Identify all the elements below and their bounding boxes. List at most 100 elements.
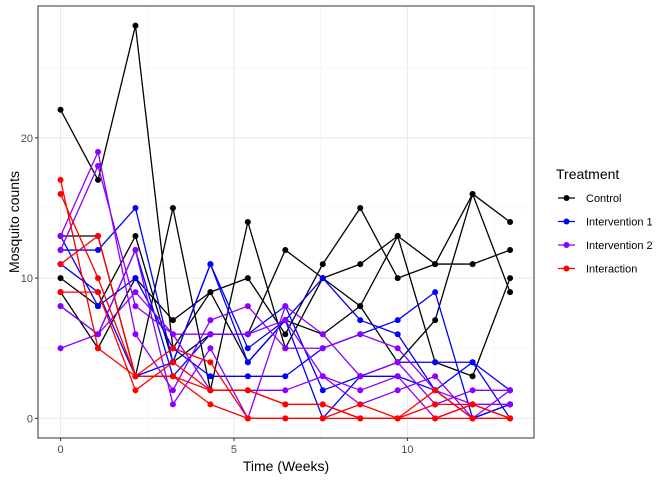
data-point xyxy=(57,233,64,240)
data-point xyxy=(319,261,326,268)
data-point xyxy=(95,176,102,183)
data-point xyxy=(207,289,214,296)
data-point xyxy=(394,359,401,366)
data-point xyxy=(282,401,289,408)
data-point xyxy=(507,401,514,408)
legend-item: Interaction xyxy=(558,264,637,276)
data-point xyxy=(357,401,364,408)
data-point xyxy=(507,387,514,394)
data-point xyxy=(169,387,176,394)
legend-label: Intervention 1 xyxy=(586,217,653,229)
y-tick-label: 10 xyxy=(21,273,33,285)
data-point xyxy=(57,106,64,113)
data-point xyxy=(169,373,176,380)
data-point xyxy=(282,415,289,422)
data-point xyxy=(244,359,251,366)
data-point xyxy=(207,387,214,394)
data-point xyxy=(432,289,439,296)
data-point xyxy=(357,261,364,268)
data-point xyxy=(282,331,289,338)
data-point xyxy=(394,233,401,240)
data-point xyxy=(282,387,289,394)
data-point xyxy=(282,303,289,310)
data-point xyxy=(57,289,64,296)
data-point xyxy=(357,415,364,422)
data-point xyxy=(207,359,214,366)
legend-label: Intervention 2 xyxy=(586,240,653,252)
data-point xyxy=(244,331,251,338)
data-point xyxy=(169,331,176,338)
data-point xyxy=(207,331,214,338)
data-point xyxy=(132,373,139,380)
data-point xyxy=(394,331,401,338)
data-point xyxy=(132,289,139,296)
data-point xyxy=(357,204,364,211)
x-tick-label: 0 xyxy=(57,444,63,456)
data-point xyxy=(357,317,364,324)
legend-item: Intervention 1 xyxy=(558,217,653,229)
data-point xyxy=(469,401,476,408)
data-point xyxy=(132,204,139,211)
data-point xyxy=(507,219,514,225)
data-point xyxy=(507,289,514,296)
data-point xyxy=(132,22,139,29)
data-point xyxy=(95,233,102,240)
data-point xyxy=(282,317,289,324)
data-point xyxy=(469,190,476,197)
data-point xyxy=(319,275,326,282)
x-axis-title: Time (Weeks) xyxy=(243,458,329,474)
data-point xyxy=(394,415,401,422)
data-point xyxy=(169,401,176,408)
y-axis-title: Mosquito counts xyxy=(6,171,22,273)
legend-key-point xyxy=(563,242,570,248)
data-point xyxy=(319,331,326,338)
data-point xyxy=(469,359,476,366)
data-point xyxy=(432,261,439,268)
data-point xyxy=(394,317,401,324)
data-point xyxy=(394,387,401,394)
data-point xyxy=(169,345,176,352)
data-point xyxy=(244,275,251,282)
y-tick-label: 0 xyxy=(27,413,33,425)
data-point xyxy=(132,387,139,394)
data-point xyxy=(357,303,364,310)
legend-item: Control xyxy=(558,193,621,205)
data-point xyxy=(132,233,139,240)
data-point xyxy=(95,275,102,282)
axes: 0 5 10 0 10 20 xyxy=(21,133,414,456)
data-point xyxy=(244,387,251,394)
data-point xyxy=(244,303,251,310)
data-point xyxy=(207,261,214,268)
data-point xyxy=(57,190,64,197)
data-point xyxy=(319,401,326,408)
plot-border xyxy=(37,5,535,439)
data-point xyxy=(507,247,514,254)
data-point xyxy=(95,162,102,169)
data-point xyxy=(57,345,64,352)
data-point xyxy=(244,345,251,352)
data-point xyxy=(244,415,251,422)
data-point xyxy=(469,261,476,268)
legend-label: Control xyxy=(586,193,621,205)
data-point xyxy=(432,373,439,380)
data-point xyxy=(57,261,64,268)
legend-key-point xyxy=(563,265,570,272)
data-point xyxy=(95,247,102,254)
legend-label: Interaction xyxy=(586,264,637,276)
data-point xyxy=(95,345,102,352)
legend-key-point xyxy=(563,218,570,225)
data-point xyxy=(432,401,439,408)
data-point xyxy=(207,317,214,324)
data-point xyxy=(244,219,251,225)
data-point xyxy=(507,415,514,422)
legend-key-point xyxy=(563,195,570,201)
data-point xyxy=(169,359,176,366)
data-point xyxy=(357,373,364,380)
data-point xyxy=(507,275,514,282)
data-point xyxy=(432,387,439,394)
data-point xyxy=(95,303,102,310)
data-point xyxy=(469,387,476,394)
data-point xyxy=(57,303,64,310)
data-point xyxy=(319,345,326,352)
